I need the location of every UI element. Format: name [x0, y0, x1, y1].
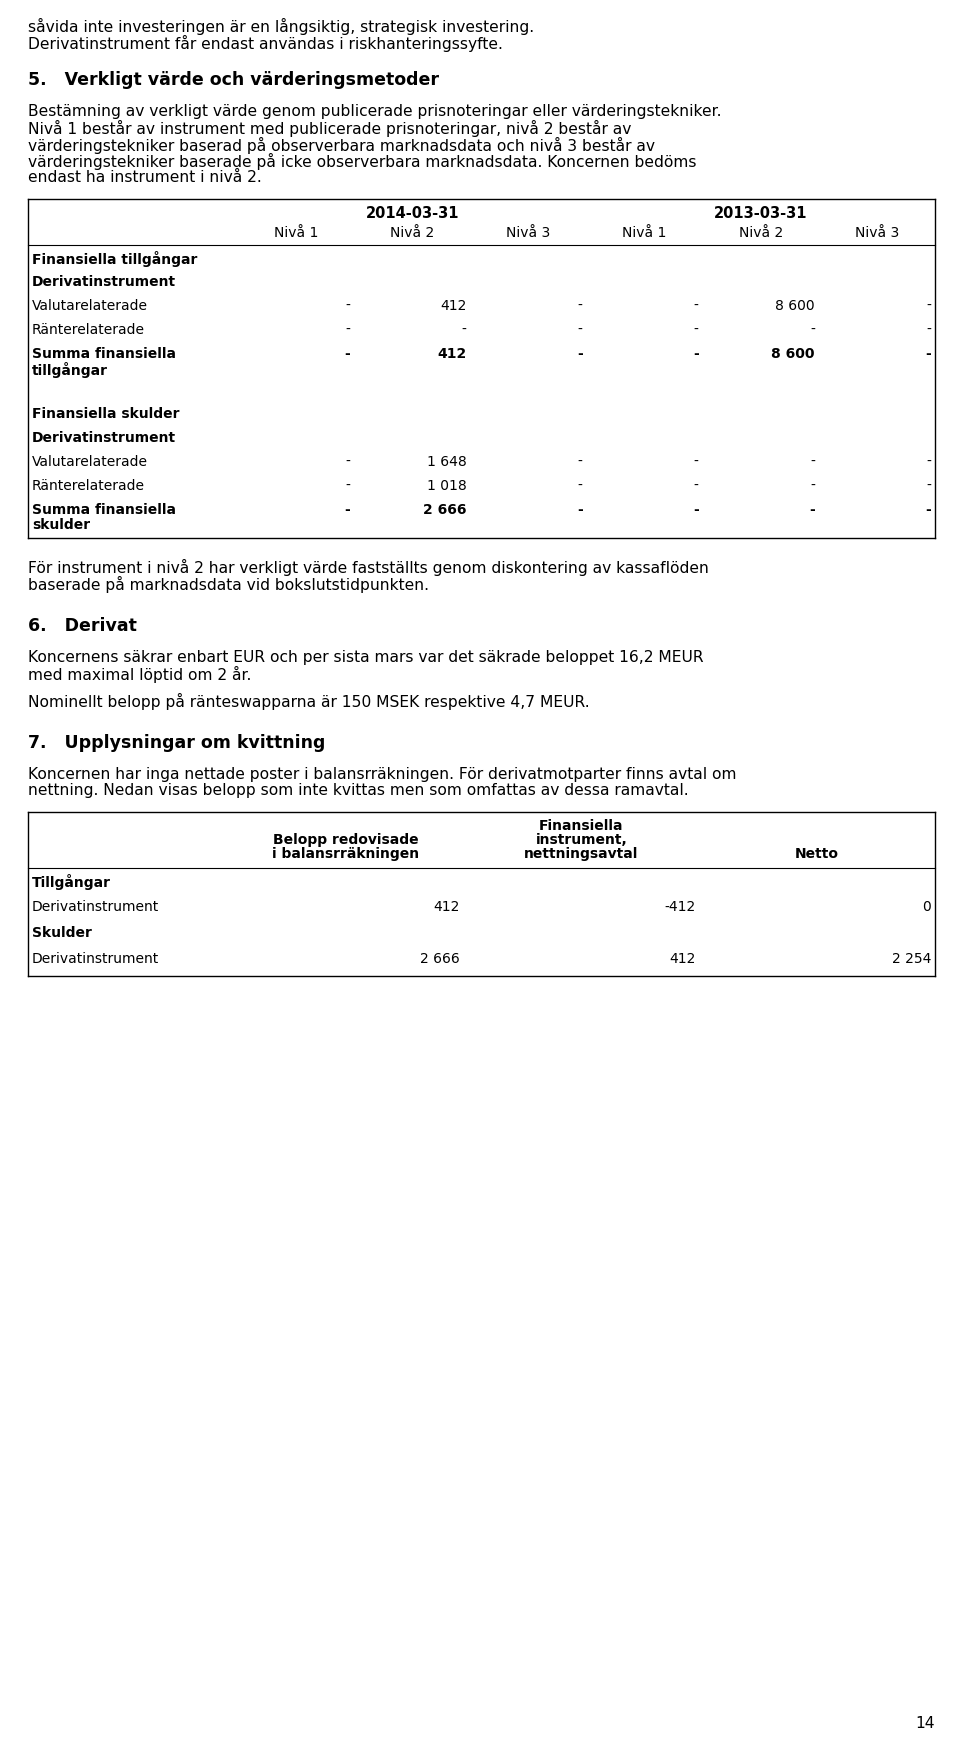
Text: -: - — [926, 454, 931, 468]
Text: Netto: Netto — [795, 846, 839, 860]
Text: Derivatinstrument får endast användas i riskhanteringssyfte.: Derivatinstrument får endast användas i … — [28, 35, 503, 51]
Text: -: - — [810, 479, 815, 493]
Text: Nivå 1: Nivå 1 — [274, 225, 319, 239]
Text: Nivå 3: Nivå 3 — [854, 225, 900, 239]
Text: -: - — [462, 323, 467, 337]
Text: Nivå 2: Nivå 2 — [738, 225, 782, 239]
Text: Nivå 1 består av instrument med publicerade prisnoteringar, nivå 2 består av: Nivå 1 består av instrument med publicer… — [28, 121, 632, 138]
Text: 412: 412 — [437, 348, 467, 362]
Text: 5.   Verkligt värde och värderingsmetoder: 5. Verkligt värde och värderingsmetoder — [28, 70, 439, 89]
Text: För instrument i nivå 2 har verkligt värde fastställts genom diskontering av kas: För instrument i nivå 2 har verkligt vär… — [28, 559, 708, 575]
Text: tillgångar: tillgångar — [32, 362, 108, 378]
Text: Koncernen har inga nettade poster i balansrräkningen. För derivatmotparter finns: Koncernen har inga nettade poster i bala… — [28, 767, 736, 781]
Text: 8 600: 8 600 — [776, 299, 815, 313]
Text: -: - — [925, 503, 931, 517]
Text: baserade på marknadsdata vid bokslutstidpunkten.: baserade på marknadsdata vid bokslutstid… — [28, 575, 429, 593]
Text: med maximal löptid om 2 år.: med maximal löptid om 2 år. — [28, 666, 252, 683]
Text: 2 666: 2 666 — [422, 503, 467, 517]
Text: -: - — [694, 323, 699, 337]
Text: Derivatinstrument: Derivatinstrument — [32, 900, 159, 914]
Text: Summa finansiella: Summa finansiella — [32, 348, 176, 362]
Text: Bestämning av verkligt värde genom publicerade prisnoteringar eller värderingste: Bestämning av verkligt värde genom publi… — [28, 103, 722, 119]
Text: 8 600: 8 600 — [771, 348, 815, 362]
Text: Nivå 1: Nivå 1 — [622, 225, 667, 239]
Text: -: - — [578, 479, 583, 493]
Text: 1 648: 1 648 — [426, 454, 467, 468]
Text: 2 666: 2 666 — [420, 951, 460, 965]
Text: -: - — [578, 323, 583, 337]
Text: 412: 412 — [433, 900, 460, 914]
Text: -: - — [578, 454, 583, 468]
Text: 14: 14 — [916, 1715, 935, 1731]
Text: Nivå 2: Nivå 2 — [390, 225, 434, 239]
Text: Derivatinstrument: Derivatinstrument — [32, 274, 176, 288]
Text: -: - — [926, 299, 931, 313]
Text: Nominellt belopp på ränteswapparna är 150 MSEK respektive 4,7 MEUR.: Nominellt belopp på ränteswapparna är 15… — [28, 692, 589, 710]
Text: Summa finansiella: Summa finansiella — [32, 503, 176, 517]
Text: 7.   Upplysningar om kvittning: 7. Upplysningar om kvittning — [28, 734, 325, 752]
Text: nettning. Nedan visas belopp som inte kvittas men som omfattas av dessa ramavtal: nettning. Nedan visas belopp som inte kv… — [28, 783, 688, 799]
Text: -: - — [346, 479, 350, 493]
Text: -: - — [345, 348, 350, 362]
Text: 2 254: 2 254 — [892, 951, 931, 965]
Text: -: - — [693, 348, 699, 362]
Text: Ränterelaterade: Ränterelaterade — [32, 479, 145, 493]
Text: 2013-03-31: 2013-03-31 — [714, 205, 807, 220]
Text: -: - — [346, 454, 350, 468]
Text: Belopp redovisade: Belopp redovisade — [273, 832, 419, 846]
Text: -: - — [810, 323, 815, 337]
Text: Derivatinstrument: Derivatinstrument — [32, 951, 159, 965]
Text: -: - — [345, 503, 350, 517]
Text: 2014-03-31: 2014-03-31 — [366, 205, 459, 220]
Text: Skulder: Skulder — [32, 926, 92, 940]
Text: värderingstekniker baserade på icke observerbara marknadsdata. Koncernen bedöms: värderingstekniker baserade på icke obse… — [28, 154, 697, 170]
Text: Valutarelaterade: Valutarelaterade — [32, 454, 148, 468]
Text: 6.   Derivat: 6. Derivat — [28, 617, 137, 635]
Text: nettningsavtal: nettningsavtal — [524, 846, 638, 860]
Text: Finansiella tillgångar: Finansiella tillgångar — [32, 252, 198, 267]
Text: -: - — [346, 323, 350, 337]
Text: Ränterelaterade: Ränterelaterade — [32, 323, 145, 337]
Text: 412: 412 — [440, 299, 467, 313]
Text: -: - — [925, 348, 931, 362]
Text: -: - — [694, 299, 699, 313]
Text: Koncernens säkrar enbart EUR och per sista mars var det säkrade beloppet 16,2 ME: Koncernens säkrar enbart EUR och per sis… — [28, 650, 704, 664]
Text: Valutarelaterade: Valutarelaterade — [32, 299, 148, 313]
Text: skulder: skulder — [32, 517, 90, 531]
Text: endast ha instrument i nivå 2.: endast ha instrument i nivå 2. — [28, 170, 262, 185]
Text: -: - — [694, 454, 699, 468]
Text: värderingstekniker baserad på observerbara marknadsdata och nivå 3 består av: värderingstekniker baserad på observerba… — [28, 136, 655, 154]
Text: -: - — [694, 479, 699, 493]
Text: 1 018: 1 018 — [426, 479, 467, 493]
Text: -: - — [578, 299, 583, 313]
Text: -412: -412 — [664, 900, 695, 914]
Text: Finansiella: Finansiella — [540, 818, 624, 832]
Text: -: - — [926, 323, 931, 337]
Text: -: - — [577, 348, 583, 362]
Text: 412: 412 — [669, 951, 695, 965]
Text: -: - — [693, 503, 699, 517]
Text: 0: 0 — [923, 900, 931, 914]
Text: -: - — [577, 503, 583, 517]
Text: Finansiella skulder: Finansiella skulder — [32, 407, 180, 421]
Text: -: - — [926, 479, 931, 493]
Text: såvida inte investeringen är en långsiktig, strategisk investering.: såvida inte investeringen är en långsikt… — [28, 17, 534, 35]
Text: -: - — [346, 299, 350, 313]
Text: Nivå 3: Nivå 3 — [506, 225, 550, 239]
Text: Derivatinstrument: Derivatinstrument — [32, 432, 176, 446]
Text: i balansrräkningen: i balansrräkningen — [273, 846, 420, 860]
Text: -: - — [810, 454, 815, 468]
Text: Tillgångar: Tillgångar — [32, 874, 111, 890]
Text: -: - — [809, 503, 815, 517]
Text: instrument,: instrument, — [536, 832, 628, 846]
